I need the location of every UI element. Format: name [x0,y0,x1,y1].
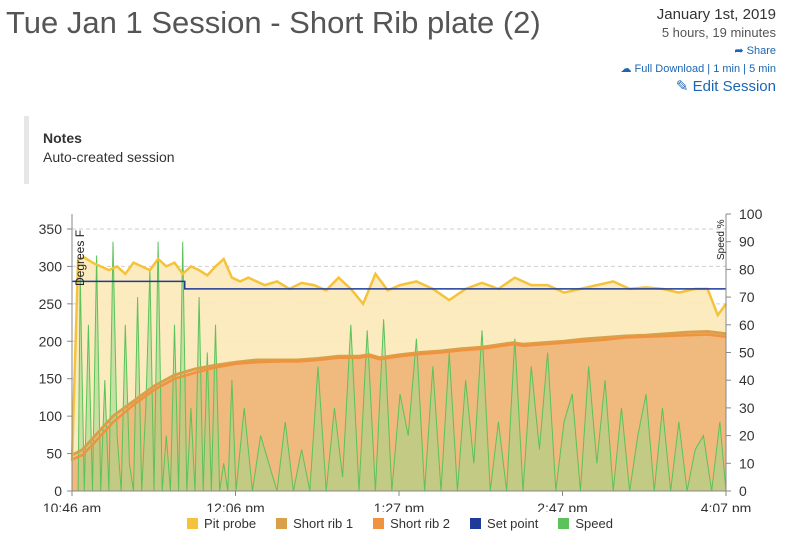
notes-box: Notes Auto-created session [24,116,175,184]
chart-legend: Pit probe Short rib 1 Short rib 2 Set point… [0,516,800,531]
x-tick-label: 12:06 pm [206,500,264,512]
legend-swatch [373,518,385,529]
right-axis-title: Speed % [716,219,727,260]
legend-swatch [470,518,482,529]
edit-session-link[interactable]: ✎ Edit Session [676,78,776,95]
legend-swatch [276,518,288,529]
legend-item[interactable]: Short rib 2 [373,516,450,531]
cloud-download-icon: ☁ [620,63,632,75]
left-tick-label: 100 [39,408,63,424]
x-tick-label: 1:27 pm [374,500,425,512]
legend-item[interactable]: Set point [470,516,538,531]
left-tick-label: 50 [46,446,62,462]
legend-label: Speed [575,516,613,531]
temperature-chart[interactable]: 0 50 100 150 200 250 300 350 0 10 20 30 40 50 60 70 80 90… [0,200,800,512]
notes-heading: Notes [43,130,82,146]
notes-text: Auto-created session [43,149,175,165]
pencil-icon: ✎ [675,78,689,95]
legend-item[interactable]: Speed [558,516,613,531]
right-tick-label: 90 [739,234,755,250]
legend-label: Set point [487,516,539,531]
legend-swatch [187,518,199,529]
right-tick-label: 10 [739,455,755,471]
x-tick-label: 10:46 am [43,500,101,512]
speed-series [72,241,727,492]
left-tick-label: 300 [39,258,63,274]
short-rib-1-line [71,330,727,457]
share-icon: ➦ [734,45,744,57]
left-tick-label: 150 [39,371,63,387]
x-tick-label: 4:07 pm [701,500,752,512]
full-download-label: Full Download [634,63,705,75]
legend-label: Short rib 1 [293,516,354,531]
separator: | [743,63,747,75]
left-axis-title: Degrees F [73,230,87,286]
right-tick-label: 20 [739,428,755,444]
share-label: Share [746,45,776,57]
full-download-link[interactable]: ☁ Full Download [620,63,707,75]
legend-item[interactable]: Pit probe [187,516,256,531]
left-tick-label: 350 [39,221,63,237]
session-duration: 5 hours, 19 minutes [661,25,776,40]
left-tick-label: 250 [39,296,63,312]
right-tick-label: 70 [739,289,755,305]
right-tick-label: 0 [739,483,747,499]
x-tick-label: 2:47 pm [537,500,588,512]
session-meta: January 1st, 2019 5 hours, 19 minutes ➦ … [620,6,776,96]
one-min-link[interactable]: 1 min [713,63,741,75]
five-min-link[interactable]: 5 min [749,63,776,75]
legend-label: Short rib 2 [390,516,451,531]
legend-item[interactable]: Short rib 1 [276,516,353,531]
right-tick-label: 80 [739,261,755,277]
pit-probe-line [70,256,728,462]
page-title: Tue Jan 1 Session - Short Rib plate (2) [6,5,541,40]
legend-swatch [558,518,570,529]
short-rib-2-line [71,333,727,461]
right-tick-label: 50 [739,345,755,361]
left-tick-label: 0 [54,483,62,499]
edit-session-label: Edit Session [692,78,776,95]
set-point-line [72,280,726,290]
legend-label: Pit probe [204,516,257,531]
left-tick-label: 200 [39,333,63,349]
right-tick-label: 60 [739,317,755,333]
share-link[interactable]: ➦ Share [734,45,776,57]
right-tick-label: 100 [739,206,763,222]
right-tick-label: 30 [739,400,755,416]
right-tick-label: 40 [739,372,755,388]
session-date: January 1st, 2019 [656,6,776,23]
separator: | [707,63,711,75]
